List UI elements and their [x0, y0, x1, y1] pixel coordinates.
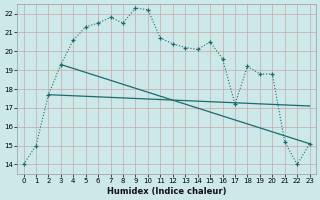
X-axis label: Humidex (Indice chaleur): Humidex (Indice chaleur)	[107, 187, 226, 196]
